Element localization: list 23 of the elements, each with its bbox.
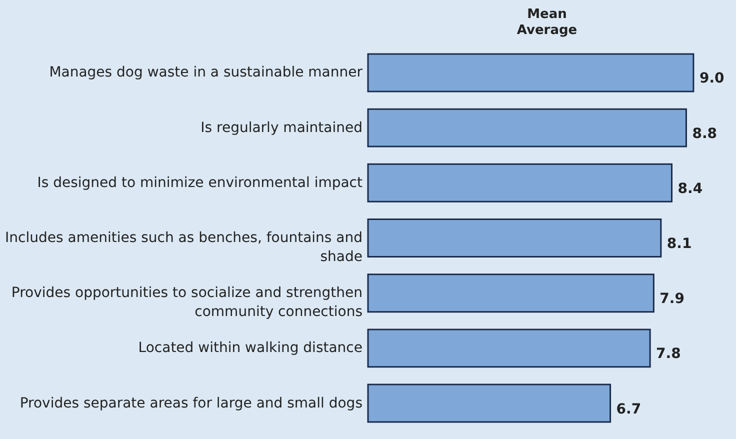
y-tick-label: Provides opportunities to socialize and strengthen community connections (11, 285, 362, 320)
bar (367, 218, 662, 258)
chart-subtitle: Average (516, 23, 578, 38)
chart-title: Mean (527, 7, 567, 22)
y-tick-label: Is designed to minimize environmental impact (37, 174, 364, 191)
data-label: 9.0 (699, 70, 725, 87)
bar (367, 328, 651, 368)
data-label: 8.1 (666, 236, 692, 252)
data-label: 7.8 (656, 346, 681, 362)
y-tick-label: Is regularly maintained (200, 120, 362, 136)
bar (367, 53, 694, 92)
bar (367, 163, 673, 202)
y-tick-label: Located within walking distance (138, 340, 362, 356)
data-label: 6.7 (616, 401, 642, 418)
data-label: 8.4 (678, 180, 703, 197)
bar (367, 108, 687, 148)
y-tick-label: Provides separate areas for large and small dogs (20, 395, 362, 412)
bar (367, 384, 612, 423)
y-tick-label: Includes amenities such as benches, fountains and shade (5, 230, 362, 265)
data-label: 7.9 (660, 291, 684, 308)
bar (367, 274, 654, 313)
y-tick-label: Manages dog waste in a sustainable manner (49, 64, 363, 81)
data-label: 8.8 (692, 126, 718, 142)
